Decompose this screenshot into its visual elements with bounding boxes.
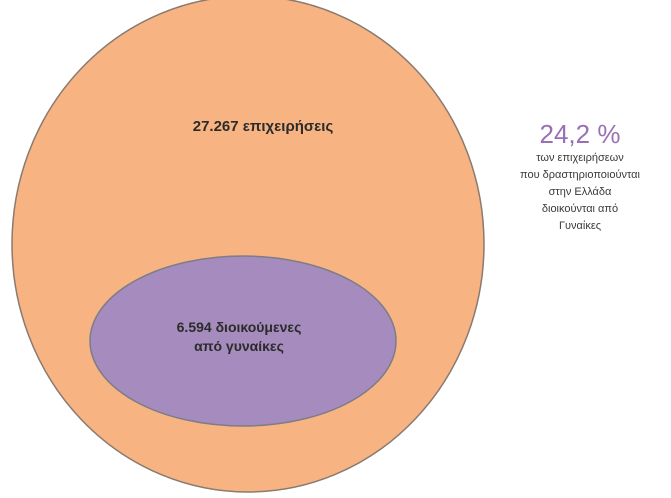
inner-ellipse-label: 6.594 διοικούμενες από γυναίκες	[108, 318, 370, 356]
note-line-5: Γυναίκες	[558, 220, 602, 232]
inner-ellipse	[89, 255, 397, 427]
percentage-value: 24,2 %	[539, 119, 621, 149]
note-line-1: των επιχειρήσεων	[536, 152, 624, 164]
note-line-4: διοικούνται από	[541, 203, 619, 215]
inner-label-line-2: από γυναίκες	[194, 338, 284, 354]
note-line-3: στην Ελλάδα	[548, 186, 612, 198]
percentage-note: 24,2 % των επιχειρήσεων που δραστηριοποι…	[490, 118, 670, 235]
inner-label-line-1: 6.594 διοικούμενες	[176, 319, 302, 335]
outer-circle-label: 27.267 επιχειρήσεις	[192, 118, 334, 135]
note-line-2: που δραστηριοποιούνται	[520, 169, 640, 181]
